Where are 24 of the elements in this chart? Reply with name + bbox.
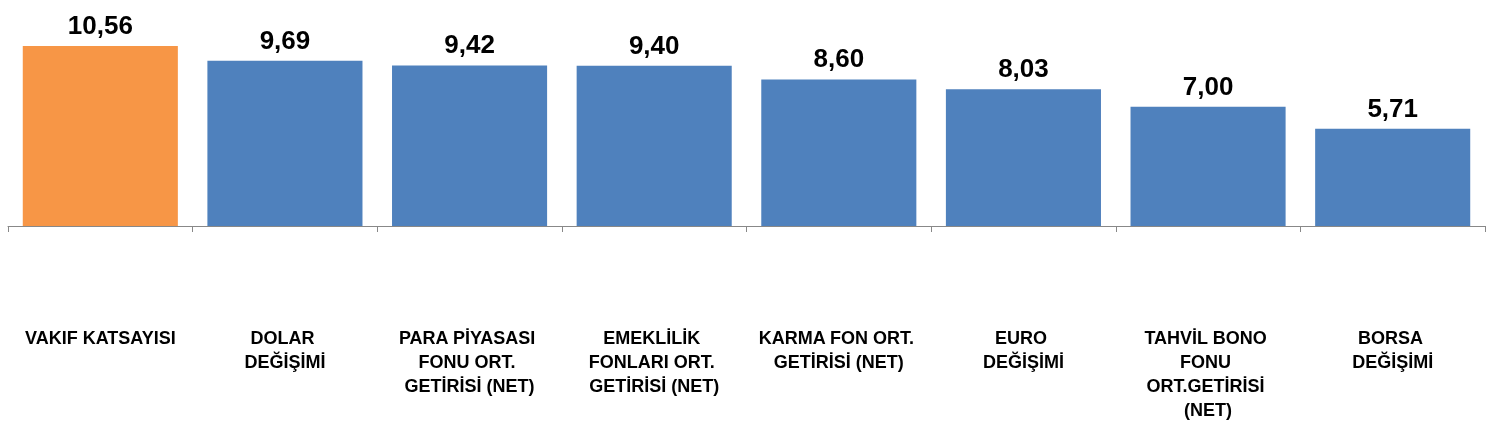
- x-tick-label: EURO DEĞİŞİMİ: [982, 328, 1064, 372]
- data-label: 8,60: [813, 43, 865, 74]
- bar: [1315, 128, 1471, 226]
- x-tick-label: PARA PİYASASI FONU ORT. GETİRİSİ (NET): [398, 328, 541, 396]
- bar: [1130, 106, 1286, 226]
- bar: [761, 79, 917, 226]
- x-tick-label: KARMA FON ORT. GETİRİSİ (NET): [758, 328, 919, 372]
- data-label: 8,03: [998, 53, 1049, 84]
- x-tick-label: VAKIF KATSAYISI: [24, 328, 176, 348]
- x-tick-label: DOLAR DEĞİŞİMİ: [244, 328, 326, 372]
- bar: [945, 89, 1101, 226]
- data-label: 9,40: [628, 29, 680, 60]
- data-label: 9,42: [444, 29, 495, 60]
- bar: [576, 65, 732, 226]
- bar: [392, 65, 548, 226]
- data-label: 10,56: [67, 10, 133, 40]
- data-label: 9,69: [259, 24, 311, 55]
- x-tick-label: EMEKLİLİK FONLARI ORT. GETİRİSİ (NET): [588, 328, 720, 396]
- data-label: 5,71: [1367, 92, 1418, 123]
- x-tick-label: BORSA DEĞİŞİMİ: [1352, 328, 1434, 372]
- data-label: 7,00: [1182, 70, 1234, 101]
- bar: [207, 60, 363, 226]
- x-tick-label: TAHVİL BONO FONU ORT.GETİRİSİ (NET): [1144, 328, 1272, 420]
- bar: [22, 46, 178, 226]
